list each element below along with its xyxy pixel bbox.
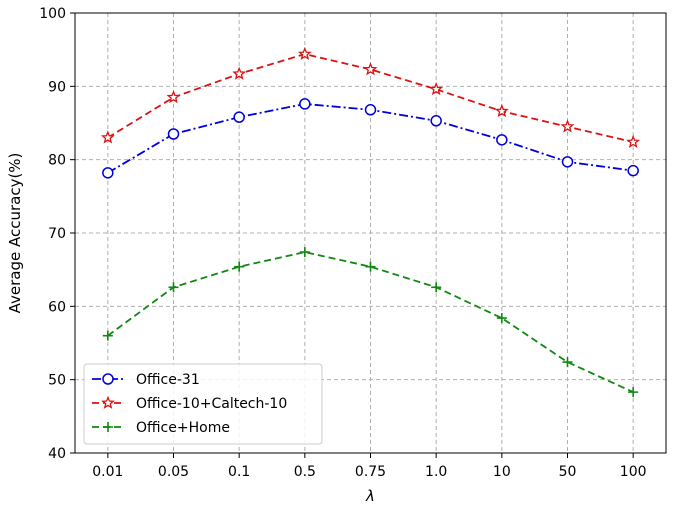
y-tick-label: 50 [48, 373, 66, 389]
data-point [102, 167, 114, 179]
data-point [232, 66, 247, 80]
data-point [233, 111, 245, 123]
data-point [102, 330, 113, 341]
legend-label: Office-10+Caltech-10 [136, 396, 287, 412]
legend-item: Office+Home [92, 420, 230, 436]
data-point [365, 261, 376, 272]
y-tick-label: 60 [48, 299, 66, 315]
x-tick-label: 0.5 [294, 464, 316, 480]
data-point [364, 104, 377, 116]
data-point [297, 46, 312, 60]
x-tick-label: 0.05 [158, 464, 189, 480]
y-axis-label: Average Accuracy(%) [6, 153, 24, 314]
y-tick-label: 90 [48, 79, 66, 95]
data-point [627, 164, 639, 177]
series-1 [102, 98, 639, 179]
data-point [429, 82, 444, 96]
data-point [430, 115, 442, 127]
legend-marker [103, 422, 113, 432]
data-point [626, 134, 641, 148]
legend-item: Office-10+Caltech-10 [92, 395, 287, 412]
series-2 [100, 46, 641, 148]
x-tick-label: 0.01 [92, 464, 123, 480]
legend-label: Office+Home [136, 420, 230, 436]
x-tick-label: 10 [493, 464, 511, 480]
x-tick-label: 1.0 [425, 464, 447, 480]
legend-item: Office-31 [92, 372, 200, 388]
x-tick-label: 100 [620, 464, 647, 480]
legend: Office-31 Office-10+Caltech-10 Office+Home [83, 363, 323, 445]
data-point [299, 98, 311, 110]
data-point [560, 119, 575, 133]
y-tick-label: 100 [39, 6, 66, 22]
data-point [363, 62, 378, 76]
legend-box [83, 363, 323, 445]
data-point [561, 156, 574, 168]
y-tick-label: 80 [48, 153, 66, 169]
legend-marker [101, 395, 115, 409]
y-tick-label: 70 [48, 226, 66, 242]
x-tick-label: 0.1 [228, 464, 250, 480]
legend-marker [102, 373, 114, 385]
data-point [496, 134, 508, 146]
data-point [100, 130, 115, 144]
data-point [234, 261, 245, 272]
x-axis-label: λ [365, 487, 375, 505]
series-line [107, 53, 634, 143]
axis-ticks: 0.01 0.05 0.1 0.5 0.75 1.0 10 50 100 40 50 60 70 80 90… [39, 6, 646, 480]
data-point [168, 282, 179, 293]
series-layer [100, 46, 641, 398]
series-line [107, 251, 634, 393]
data-point [494, 104, 509, 118]
series-3 [102, 247, 639, 398]
data-point [496, 313, 507, 324]
data-point [299, 247, 310, 258]
y-tick-label: 40 [48, 446, 66, 462]
x-tick-label: 0.75 [355, 464, 386, 480]
x-tick-label: 50 [559, 464, 577, 480]
legend-label: Office-31 [136, 372, 200, 388]
data-point [167, 128, 180, 140]
data-point [166, 90, 181, 104]
data-point [431, 282, 442, 293]
data-point [562, 357, 573, 368]
data-point [628, 387, 639, 398]
